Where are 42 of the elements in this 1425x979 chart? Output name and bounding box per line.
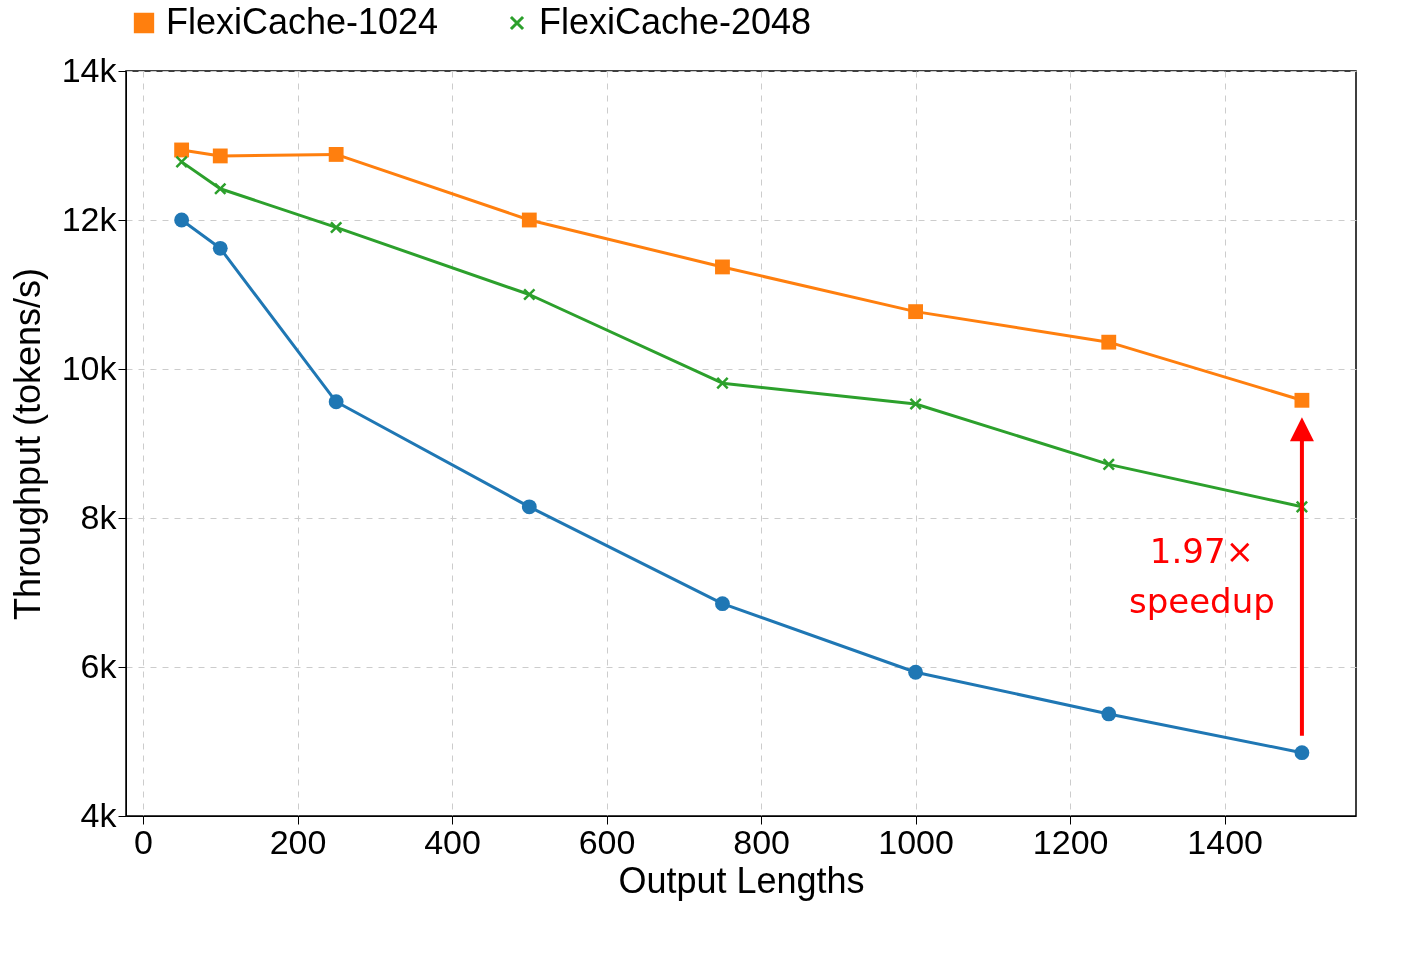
point (1294, 392, 1310, 408)
y-axis-title: Throughput (tokens/s) (6, 267, 48, 621)
x-axis-title: Output Lengths (618, 859, 865, 901)
point (522, 288, 536, 301)
point (212, 240, 228, 256)
point (715, 596, 730, 612)
point (908, 664, 924, 680)
point (908, 304, 924, 320)
point (1101, 706, 1117, 722)
point (212, 148, 228, 164)
y-tick-label: 6k (80, 646, 118, 685)
annotation: 1.97× speedup (1128, 531, 1275, 622)
x-tick-label: 1000 (878, 822, 954, 861)
y-tick-label: 4k (80, 795, 118, 834)
point (1294, 745, 1310, 761)
point (1102, 457, 1116, 471)
x-tick-label: 800 (733, 822, 790, 861)
legend-label: FlexiCache-2048 (539, 1, 812, 42)
x-tick-label: 200 (269, 822, 327, 861)
x-tick-label: 0 (134, 822, 153, 861)
point (716, 376, 729, 390)
point (329, 221, 343, 234)
point (174, 142, 190, 158)
x-tick-label: 1400 (1187, 822, 1263, 861)
x-tick-label: 600 (578, 822, 636, 861)
point (328, 147, 344, 162)
y-tick-label: 12k (61, 199, 118, 238)
y-tick-label: 8k (80, 497, 118, 536)
x-tick-label: 1200 (1032, 822, 1109, 861)
point (521, 212, 537, 228)
point (909, 397, 923, 411)
point (213, 182, 227, 196)
point (715, 259, 730, 275)
point (1101, 334, 1117, 350)
y-tick-label: 10k (61, 348, 118, 387)
legend-label: FlexiCache-1024 (166, 1, 439, 42)
x-tick-label: 400 (424, 822, 481, 861)
y-tick-label: 14k (61, 50, 118, 89)
point (328, 394, 344, 410)
point (174, 212, 190, 228)
point (521, 499, 537, 515)
point (175, 155, 189, 169)
